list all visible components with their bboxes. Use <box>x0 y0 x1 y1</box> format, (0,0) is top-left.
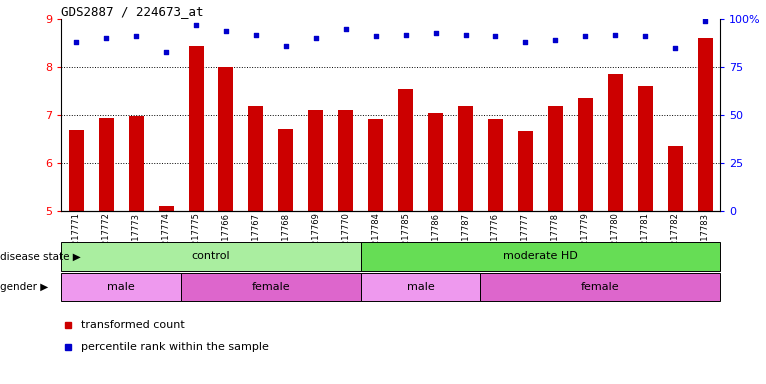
Point <box>250 31 262 38</box>
Point <box>579 33 591 40</box>
Bar <box>361 273 480 301</box>
Point <box>519 39 532 45</box>
Point <box>280 43 292 49</box>
Point <box>549 37 561 43</box>
Point <box>160 49 172 55</box>
Bar <box>129 116 144 211</box>
Bar <box>339 111 353 211</box>
Text: female: female <box>251 282 290 292</box>
Bar <box>607 74 623 211</box>
Point <box>339 26 352 32</box>
Bar <box>181 273 361 301</box>
Text: female: female <box>581 282 620 292</box>
Bar <box>248 106 264 211</box>
Point <box>609 31 621 38</box>
Point <box>430 30 442 36</box>
Bar <box>61 273 181 301</box>
Point <box>369 33 381 40</box>
Text: percentile rank within the sample: percentile rank within the sample <box>81 342 269 352</box>
Point <box>639 33 651 40</box>
Bar <box>428 113 443 211</box>
Point <box>400 31 412 38</box>
Bar <box>698 38 712 211</box>
Point <box>669 45 681 51</box>
Point <box>220 28 232 34</box>
Point <box>130 33 142 40</box>
Bar <box>99 118 113 211</box>
Text: disease state ▶: disease state ▶ <box>0 251 80 262</box>
Bar <box>548 106 563 211</box>
Bar <box>278 129 293 211</box>
Text: GDS2887 / 224673_at: GDS2887 / 224673_at <box>61 5 204 18</box>
Bar <box>361 242 720 271</box>
Text: moderate HD: moderate HD <box>503 251 578 262</box>
Point <box>489 33 502 40</box>
Bar <box>188 46 204 211</box>
Bar <box>518 131 533 211</box>
Text: male: male <box>407 282 434 292</box>
Text: gender ▶: gender ▶ <box>0 282 48 292</box>
Text: control: control <box>192 251 231 262</box>
Bar <box>668 146 683 211</box>
Bar <box>159 207 174 211</box>
Bar <box>368 119 383 211</box>
Bar <box>480 273 720 301</box>
Point <box>100 35 113 41</box>
Bar <box>638 86 653 211</box>
Point <box>460 31 472 38</box>
Point <box>190 22 202 28</box>
Bar <box>398 89 413 211</box>
Bar <box>578 98 593 211</box>
Bar <box>309 111 323 211</box>
Text: transformed count: transformed count <box>81 320 185 330</box>
Point <box>699 18 711 24</box>
Bar <box>458 106 473 211</box>
Bar <box>218 67 234 211</box>
Bar <box>61 242 361 271</box>
Bar <box>488 119 503 211</box>
Point <box>70 39 83 45</box>
Text: male: male <box>107 282 135 292</box>
Point <box>309 35 322 41</box>
Bar <box>69 130 83 211</box>
